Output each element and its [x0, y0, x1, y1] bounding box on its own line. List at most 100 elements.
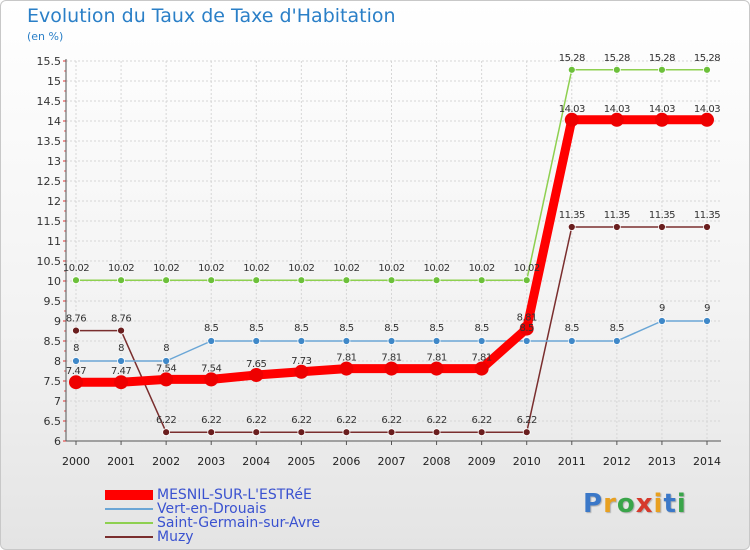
legend-label: Muzy — [157, 529, 194, 545]
y-tick-label: 6.5 — [44, 415, 62, 428]
data-point-mesnil-sur-l-estr-e — [474, 361, 489, 376]
data-label-saint-germain-sur-avre: 10.02 — [63, 263, 89, 274]
y-tick-label: 10 — [47, 275, 61, 288]
data-label-muzy: 6.22 — [336, 415, 356, 426]
data-point-muzy — [297, 428, 306, 437]
data-point-vert-en-drouais — [162, 357, 171, 365]
data-label-saint-germain-sur-avre: 10.02 — [378, 263, 404, 274]
data-label-mesnil-sur-l-estr-e: 7.47 — [66, 366, 86, 377]
data-label-mesnil-sur-l-estr-e: 14.03 — [559, 104, 585, 115]
x-tick-label: 2013 — [648, 455, 676, 468]
y-tick-label: 15.5 — [37, 55, 62, 68]
data-point-saint-germain-sur-avre — [207, 276, 216, 285]
logo-letter: t — [663, 489, 677, 519]
legend-label: Saint-Germain-sur-Avre — [157, 515, 321, 531]
data-point-saint-germain-sur-avre — [522, 276, 531, 285]
data-label-vert-en-drouais: 9 — [659, 303, 665, 314]
y-tick-label: 6 — [54, 435, 61, 448]
data-point-saint-germain-sur-avre — [612, 65, 621, 74]
data-point-saint-germain-sur-avre — [703, 65, 711, 74]
data-label-vert-en-drouais: 8.5 — [384, 323, 399, 334]
data-point-muzy — [567, 223, 576, 231]
data-point-muzy — [477, 428, 486, 437]
chart-legend: MESNIL-SUR-L'ESTRéE Vert-en-Drouais Saint-… — [105, 488, 320, 544]
y-tick-label: 13.5 — [37, 135, 62, 148]
data-label-mesnil-sur-l-estr-e: 7.81 — [472, 353, 492, 364]
data-label-saint-germain-sur-avre: 10.02 — [243, 263, 269, 274]
data-label-vert-en-drouais: 9 — [704, 303, 710, 314]
y-tick-label: 8 — [54, 355, 61, 368]
y-tick-label: 9.5 — [44, 295, 62, 308]
data-point-mesnil-sur-l-estr-e — [519, 321, 534, 336]
x-tick-label: 2007 — [378, 455, 406, 468]
data-label-saint-germain-sur-avre: 10.02 — [333, 263, 359, 274]
data-point-vert-en-drouais — [297, 337, 306, 345]
data-label-muzy: 11.35 — [649, 210, 675, 221]
y-tick-label: 7 — [54, 395, 61, 408]
data-label-muzy: 6.22 — [426, 415, 446, 426]
legend-item: Saint-Germain-sur-Avre — [105, 516, 320, 530]
y-tick-label: 8.5 — [44, 335, 62, 348]
data-label-muzy: 6.22 — [201, 415, 221, 426]
data-point-vert-en-drouais — [207, 337, 216, 345]
data-point-muzy — [207, 428, 216, 437]
data-point-saint-germain-sur-avre — [297, 276, 306, 285]
legend-label: MESNIL-SUR-L'ESTRéE — [157, 487, 312, 503]
data-point-vert-en-drouais — [252, 337, 261, 345]
data-point-muzy — [703, 223, 711, 231]
data-label-vert-en-drouais: 8.5 — [249, 323, 264, 334]
data-point-muzy — [342, 428, 351, 437]
y-tick-label: 13 — [47, 155, 61, 168]
proxiti-logo: Proxiti — [583, 489, 687, 519]
data-point-saint-germain-sur-avre — [342, 276, 351, 285]
data-point-vert-en-drouais — [117, 357, 125, 365]
y-tick-label: 14 — [47, 115, 61, 128]
data-point-vert-en-drouais — [612, 337, 621, 345]
data-point-vert-en-drouais — [703, 317, 711, 325]
data-label-mesnil-sur-l-estr-e: 14.03 — [694, 104, 720, 115]
data-label-vert-en-drouais: 8.5 — [520, 323, 535, 334]
legend-swatch — [105, 508, 153, 510]
data-point-saint-germain-sur-avre — [117, 276, 125, 285]
data-label-mesnil-sur-l-estr-e: 7.73 — [291, 356, 311, 367]
data-label-muzy: 11.35 — [694, 210, 720, 221]
data-point-vert-en-drouais — [342, 337, 351, 345]
x-tick-label: 2003 — [197, 455, 225, 468]
y-tick-label: 14.5 — [37, 95, 62, 108]
x-tick-label: 2000 — [62, 455, 90, 468]
y-tick-label: 10.5 — [37, 255, 62, 268]
data-label-saint-germain-sur-avre: 15.28 — [649, 53, 675, 64]
data-point-mesnil-sur-l-estr-e — [564, 112, 579, 127]
data-label-mesnil-sur-l-estr-e: 7.54 — [201, 363, 221, 374]
y-tick-label: 12 — [47, 195, 61, 208]
data-point-saint-germain-sur-avre — [252, 276, 261, 285]
data-label-mesnil-sur-l-estr-e: 14.03 — [604, 104, 630, 115]
data-point-vert-en-drouais — [477, 337, 486, 345]
data-point-muzy — [658, 223, 666, 231]
logo-letter: i — [676, 489, 687, 519]
logo-letter: r — [603, 489, 617, 519]
data-label-muzy: 8.76 — [66, 314, 86, 325]
data-point-saint-germain-sur-avre — [432, 276, 441, 285]
data-point-muzy — [162, 428, 171, 437]
data-label-vert-en-drouais: 8.5 — [429, 323, 444, 334]
data-label-muzy: 6.22 — [472, 415, 492, 426]
data-label-vert-en-drouais: 8.5 — [339, 323, 354, 334]
data-point-mesnil-sur-l-estr-e — [700, 112, 714, 127]
legend-swatch — [105, 490, 153, 500]
data-label-mesnil-sur-l-estr-e: 14.03 — [649, 104, 675, 115]
x-tick-label: 2008 — [423, 455, 451, 468]
data-label-vert-en-drouais: 8 — [163, 343, 169, 354]
data-label-saint-germain-sur-avre: 10.02 — [198, 263, 224, 274]
legend-swatch — [105, 536, 153, 538]
x-tick-label: 2009 — [468, 455, 496, 468]
data-point-mesnil-sur-l-estr-e — [249, 368, 264, 382]
data-label-muzy: 6.22 — [291, 415, 311, 426]
data-label-muzy: 6.22 — [246, 415, 266, 426]
data-point-mesnil-sur-l-estr-e — [339, 361, 354, 376]
data-point-muzy — [117, 326, 125, 335]
data-point-muzy — [252, 428, 261, 437]
data-point-vert-en-drouais — [72, 357, 80, 365]
data-point-saint-germain-sur-avre — [162, 276, 171, 285]
